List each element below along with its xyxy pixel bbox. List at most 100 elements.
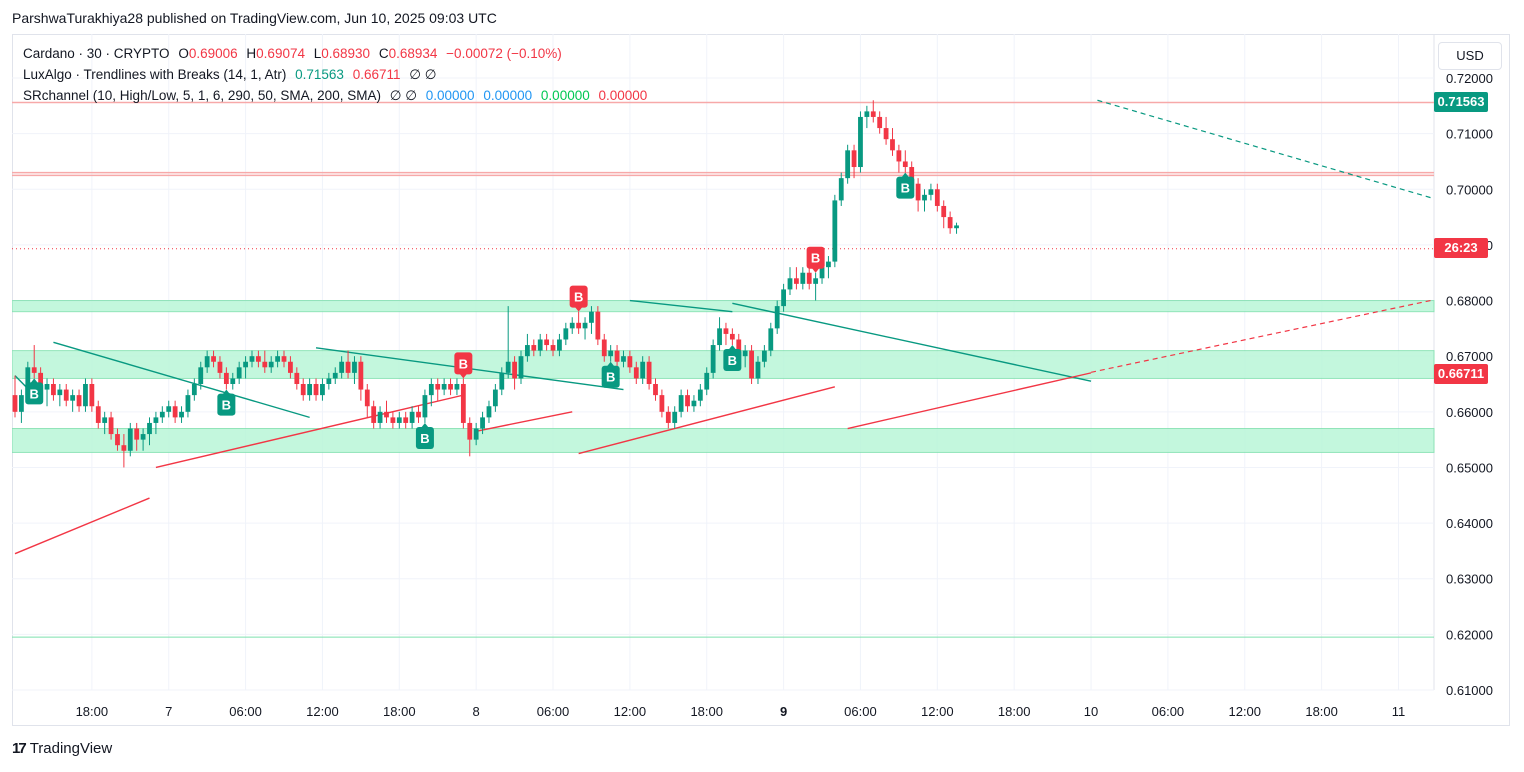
signal-pointer (574, 306, 583, 312)
candle-body (608, 350, 614, 357)
candle-body (492, 389, 498, 407)
candle-body (486, 406, 492, 418)
indicator2-name[interactable]: SRchannel (10, High/Low, 5, 1, 6, 290, 5… (23, 88, 381, 103)
indicator1-name[interactable]: LuxAlgo · Trendlines with Breaks (14, 1,… (23, 67, 287, 82)
candle-body (102, 417, 108, 423)
time-tick-label: 7 (165, 704, 172, 719)
candle-body (352, 361, 357, 373)
signal-box (569, 285, 588, 308)
time-tick-label: 06:00 (229, 704, 262, 719)
candle-body (794, 278, 799, 284)
candle-body (832, 200, 838, 262)
signal-pointer (420, 422, 429, 428)
candle-body (922, 194, 927, 201)
candle-body (851, 150, 857, 168)
candle-body (204, 356, 210, 368)
candle-body (313, 384, 319, 396)
time-tick-label: 12:00 (921, 704, 954, 719)
candle-body (448, 384, 453, 390)
tradingview-brand[interactable]: 17 TradingView (12, 740, 112, 757)
red-trendline (578, 386, 836, 455)
candle-body (576, 322, 582, 329)
candle-body (569, 322, 575, 329)
indicator2-null-values: ∅ ∅ (389, 88, 417, 103)
candle-body (614, 350, 620, 362)
signal-label: B (420, 431, 429, 446)
price-tick-label: 0.68000 (1446, 294, 1493, 309)
time-tick-label: 18:00 (690, 704, 723, 719)
symbol-label[interactable]: Cardano · 30 · CRYPTO (23, 46, 170, 61)
candle-body (665, 411, 671, 423)
low-label: L (313, 46, 322, 61)
price-tick-label: 0.61000 (1446, 683, 1493, 698)
candle-body (281, 356, 287, 362)
candle-body (845, 150, 851, 179)
candle-body (326, 378, 332, 384)
buy-signal-marker: B (601, 361, 620, 388)
close-label: C (378, 46, 389, 61)
candle-body (332, 372, 338, 379)
candle-body (294, 372, 300, 384)
sell-signal-marker: B (454, 352, 473, 379)
indicator2-value-4: 0.00000 (598, 88, 648, 103)
candle-body (217, 361, 223, 373)
time-axis: 18:00 7 06:00 12:00 18:00 8 06:00 12:00 18:00 9 06… (76, 704, 1406, 719)
price-axis: 0.720000.710000.700000.690000.680000.670… (1446, 71, 1493, 698)
candle-body (307, 384, 313, 396)
candle-body (377, 411, 383, 423)
indicator2-value-1: 0.00000 (425, 88, 475, 103)
signal-pointer (30, 378, 39, 384)
candle-body (147, 422, 152, 435)
upper-trendline-price-tag: 0.71563 (1434, 92, 1488, 112)
candle-body (300, 384, 306, 396)
candle-body (422, 395, 428, 418)
indicator1-value-1: 0.71563 (295, 67, 344, 82)
time-tick-label: 11 (1392, 704, 1406, 719)
candle-body (345, 361, 351, 373)
signal-pointer (901, 172, 910, 178)
candle-body (947, 217, 953, 229)
candle-body (518, 356, 524, 379)
candle-body (467, 422, 473, 440)
candle-body (243, 361, 248, 368)
signal-box (217, 393, 236, 416)
candle-body (672, 411, 678, 423)
candle-body (595, 311, 601, 340)
publisher-line: ParshwaTurakhiya28 published on TradingV… (12, 10, 497, 26)
price-tick-label: 0.63000 (1446, 572, 1493, 587)
close-value: 0.68934 (388, 46, 438, 61)
signal-label: B (606, 370, 615, 385)
time-tick-label: 18:00 (998, 704, 1031, 719)
candle-body (858, 116, 863, 168)
candle-body (390, 417, 396, 423)
candlesticks (12, 100, 959, 468)
candle-body (57, 389, 63, 396)
candle-body (63, 389, 69, 401)
candle-body (230, 378, 236, 384)
candle-body (428, 384, 434, 396)
candle-body (537, 339, 543, 351)
indicator1-null-values: ∅ ∅ (409, 67, 437, 82)
signal-pointer (728, 345, 737, 351)
candle-body (172, 406, 178, 418)
candle-body (890, 139, 895, 151)
candle-body (76, 395, 82, 407)
candle-body (134, 428, 140, 440)
candle-body (44, 384, 50, 390)
time-tick-label: 9 (780, 704, 787, 719)
candle-body (877, 116, 883, 129)
time-tick-label: 10 (1084, 704, 1098, 719)
candle-body (223, 372, 229, 384)
candle-body (108, 417, 114, 435)
price-tick-label: 0.65000 (1446, 460, 1493, 475)
currency-button[interactable]: USD (1438, 42, 1502, 70)
support-resistance-zone (12, 428, 1435, 453)
candle-body (275, 356, 281, 362)
candle-body (883, 128, 889, 140)
signal-label: B (901, 181, 910, 196)
candle-body (819, 267, 825, 279)
candle-body (185, 395, 191, 412)
change-value: −0.00072 (−0.10%) (446, 46, 562, 61)
candle-body (140, 434, 146, 440)
